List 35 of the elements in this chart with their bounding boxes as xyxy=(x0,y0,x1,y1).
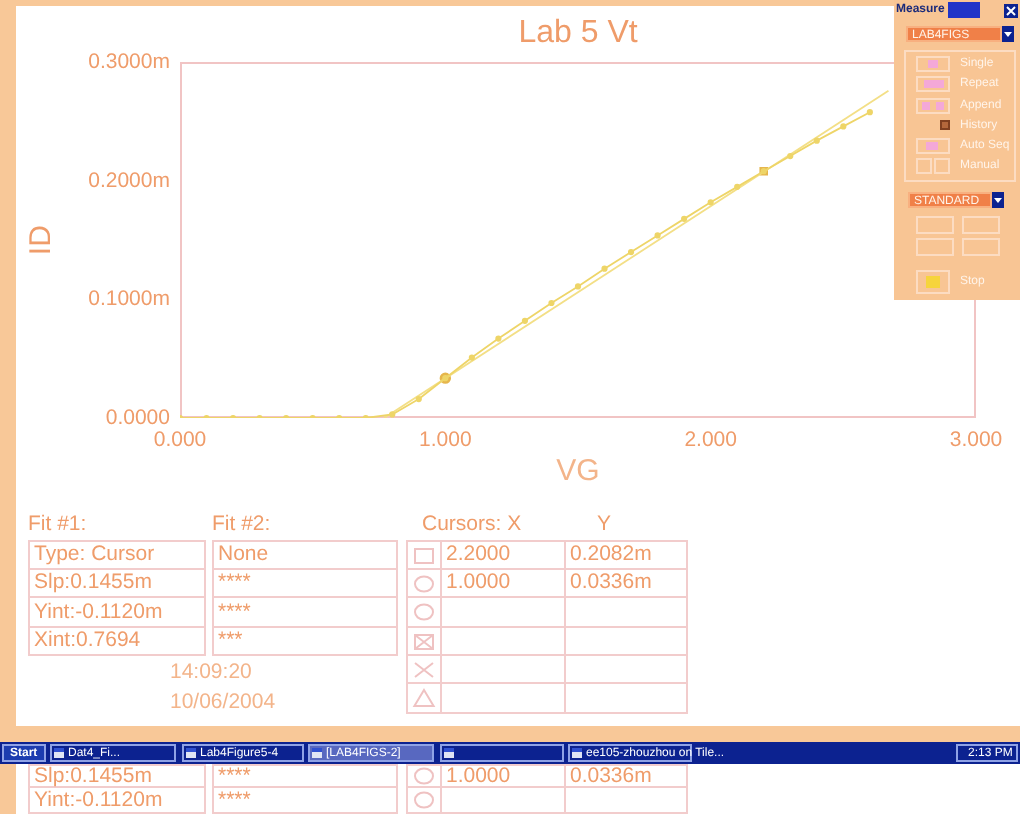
text: **** xyxy=(218,763,251,789)
text: **** xyxy=(218,570,251,596)
y-axis-title: ID xyxy=(24,224,59,256)
text: 14:09:20 xyxy=(170,659,252,685)
x-tick-label: 3.000 xyxy=(949,428,1003,453)
text: Cursors: X xyxy=(422,511,522,537)
text: Slp:0.1455m xyxy=(34,570,152,596)
chart-title: Lab 5 Vt xyxy=(518,16,639,51)
text: Yint:-0.1120m xyxy=(34,599,163,625)
text: Xint:0.7694 xyxy=(34,628,141,654)
text: **** xyxy=(218,599,251,625)
y-tick-label: 0.3000m xyxy=(88,50,171,75)
text: None xyxy=(218,542,269,568)
text: 0.0336m xyxy=(570,763,652,789)
x-tick-label: 0.000 xyxy=(153,428,207,453)
text: 1.0000 xyxy=(446,763,511,789)
text: Fit #2: xyxy=(212,511,271,537)
x-axis-title: VG xyxy=(556,454,600,489)
text: 2.2000 xyxy=(446,542,511,568)
y-tick-label: 0.1000m xyxy=(88,287,171,312)
text: 0.2082m xyxy=(570,542,652,568)
text: **** xyxy=(218,787,251,813)
y-tick-label: 0.2000m xyxy=(88,168,171,193)
x-tick-label: 2.000 xyxy=(684,428,738,453)
text: 10/06/2004 xyxy=(170,689,276,715)
text: 0.0336m xyxy=(570,570,652,596)
text: Slp:0.1455m xyxy=(34,763,152,789)
y-tick-label: 0.0000 xyxy=(105,405,171,430)
text: Yint:-0.1120m xyxy=(34,787,163,813)
x-tick-label: 1.000 xyxy=(419,428,472,453)
text: 1.0000 xyxy=(446,570,511,596)
text: Type: Cursor xyxy=(34,542,155,568)
text: *** xyxy=(218,628,243,654)
text: Fit #1: xyxy=(28,511,87,537)
text: Y xyxy=(596,511,612,537)
